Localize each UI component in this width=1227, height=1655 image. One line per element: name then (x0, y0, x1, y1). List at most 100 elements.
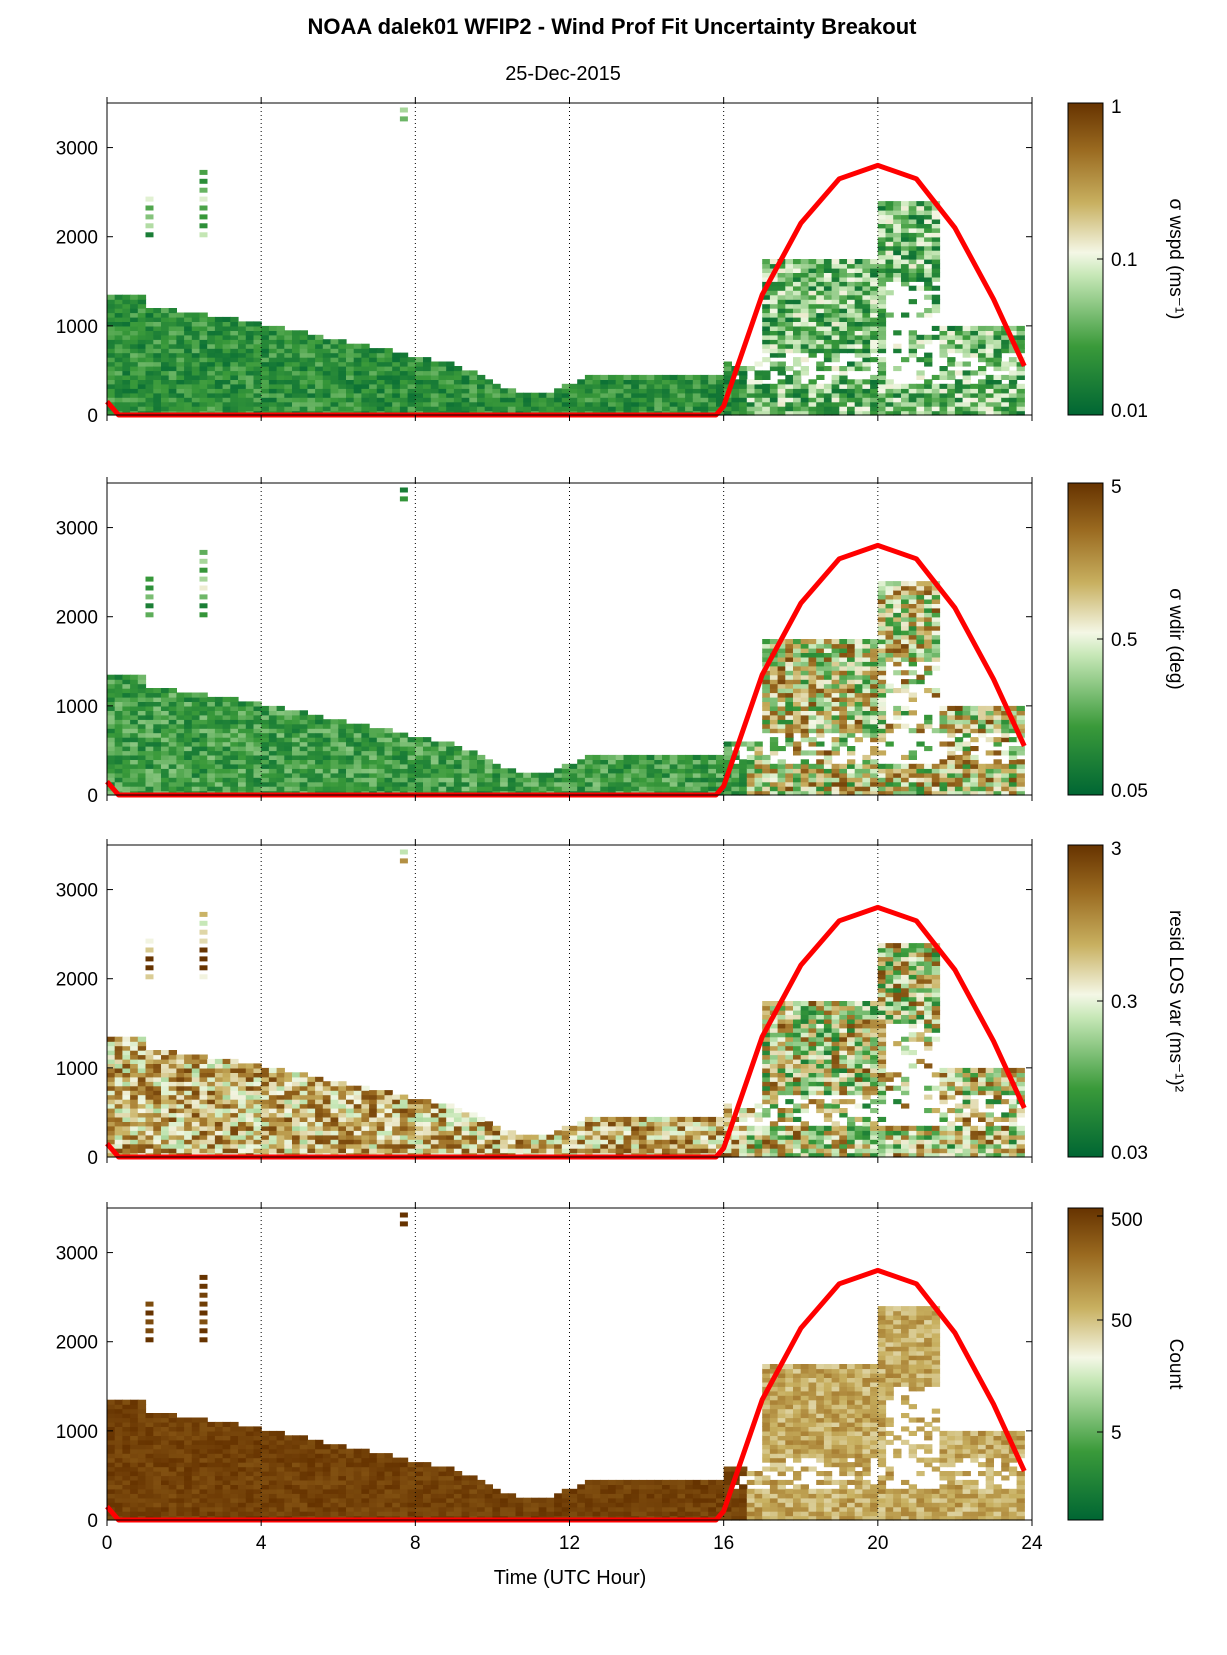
heatmap-cell (222, 750, 231, 756)
heatmap-cell (608, 777, 617, 783)
heatmap-cell (847, 330, 856, 336)
heatmap-cell (130, 692, 139, 698)
heatmap-cell (762, 719, 771, 725)
heatmap-cell (399, 763, 409, 769)
heatmap-cell (746, 401, 756, 407)
heatmap-cell (785, 674, 794, 680)
heatmap-cell (901, 630, 910, 636)
heatmap-cell (769, 665, 779, 671)
heatmap-cell (677, 374, 686, 380)
heatmap-cell (862, 303, 871, 309)
heatmap-cell (839, 370, 848, 376)
heatmap-cell (870, 714, 879, 720)
heatmap-cell (877, 701, 887, 707)
heatmap-cell (862, 308, 871, 314)
heatmap-cell (847, 683, 856, 689)
heatmap-cell (161, 763, 170, 769)
heatmap-cell (376, 777, 386, 783)
heatmap-cell (184, 1090, 193, 1096)
heatmap-cell (947, 374, 956, 380)
heatmap-cell (1008, 406, 1018, 412)
heatmap-cell (777, 312, 786, 318)
heatmap-cell (839, 683, 848, 689)
heatmap-cell (1008, 781, 1018, 787)
heatmap-cell (353, 352, 362, 358)
heatmap-cell (924, 612, 933, 618)
heatmap-cell (947, 334, 956, 340)
heatmap-cell (931, 254, 941, 260)
heatmap-cell (276, 732, 285, 738)
heatmap-cell (461, 763, 470, 769)
heatmap-cell (376, 401, 386, 407)
heatmap-cell (993, 728, 1002, 734)
heatmap-cell (839, 647, 848, 653)
heatmap-cell (176, 406, 185, 412)
heatmap-cell (623, 383, 632, 389)
heatmap-cell (322, 777, 332, 783)
heatmap-cell (176, 732, 185, 738)
heatmap-cell (284, 330, 293, 336)
heatmap-cell (153, 1050, 162, 1056)
heatmap-cell (785, 696, 794, 702)
heatmap-cell (793, 777, 802, 783)
heatmap-cell (854, 397, 863, 403)
heatmap-cell (831, 325, 840, 331)
heatmap-cell (130, 1063, 139, 1069)
heatmap-cell (993, 325, 1002, 331)
heatmap-cell (423, 379, 432, 385)
heatmap-cell (423, 772, 432, 778)
heatmap-cell (893, 768, 902, 774)
heatmap-cell (577, 759, 586, 765)
heatmap-cell (107, 1081, 116, 1087)
heatmap-cell (885, 223, 894, 229)
heatmap-cell (199, 781, 208, 787)
heatmap-cell (245, 374, 255, 380)
heatmap-cell (145, 759, 154, 765)
heatmap-cell (847, 339, 856, 345)
heatmap-cell (253, 383, 262, 389)
heatmap-cell (708, 754, 717, 760)
heatmap-cell (600, 786, 609, 792)
heatmap-cell (877, 781, 887, 787)
heatmap-cell (191, 1085, 201, 1091)
heatmap-cell (877, 383, 887, 389)
heatmap-cell (1001, 723, 1010, 729)
heatmap-cell (145, 786, 154, 792)
heatmap-cell (908, 205, 917, 211)
heatmap-cell (877, 379, 887, 385)
heatmap-cell (800, 652, 809, 658)
heatmap-cell (176, 361, 185, 367)
heatmap-cell (438, 370, 447, 376)
heatmap-cell (862, 388, 871, 394)
heatmap-cell (137, 406, 147, 412)
heatmap-cell (191, 401, 201, 407)
heatmap-cell (199, 750, 208, 756)
heatmap-cell (338, 728, 347, 734)
heatmap-cell (122, 357, 131, 363)
heatmap-cell (214, 1125, 224, 1131)
heatmap-cell (584, 777, 594, 783)
heatmap-cell (1016, 348, 1025, 354)
heatmap-cell (885, 786, 894, 792)
heatmap-cell (646, 383, 655, 389)
heatmap-cell (831, 316, 840, 322)
heatmap-cell (191, 714, 201, 720)
heatmap-cell (769, 281, 779, 287)
heatmap-cell (885, 594, 894, 600)
heatmap-cell (700, 397, 709, 403)
heatmap-cell (962, 343, 971, 349)
heatmap-cell (823, 388, 833, 394)
heatmap-cell (816, 705, 825, 711)
heatmap-cell (962, 754, 971, 760)
heatmap-cell (122, 714, 131, 720)
heatmap-cell (654, 781, 663, 787)
heatmap-cell (862, 379, 871, 385)
heatmap-cell (276, 1076, 285, 1082)
heatmap-cell (854, 692, 863, 698)
heatmap-cell (515, 401, 524, 407)
heatmap-cell (816, 272, 825, 278)
heatmap-cell (361, 383, 370, 389)
heatmap-cell (430, 772, 440, 778)
heatmap-cell (415, 357, 424, 363)
heatmap-cell (384, 392, 393, 398)
